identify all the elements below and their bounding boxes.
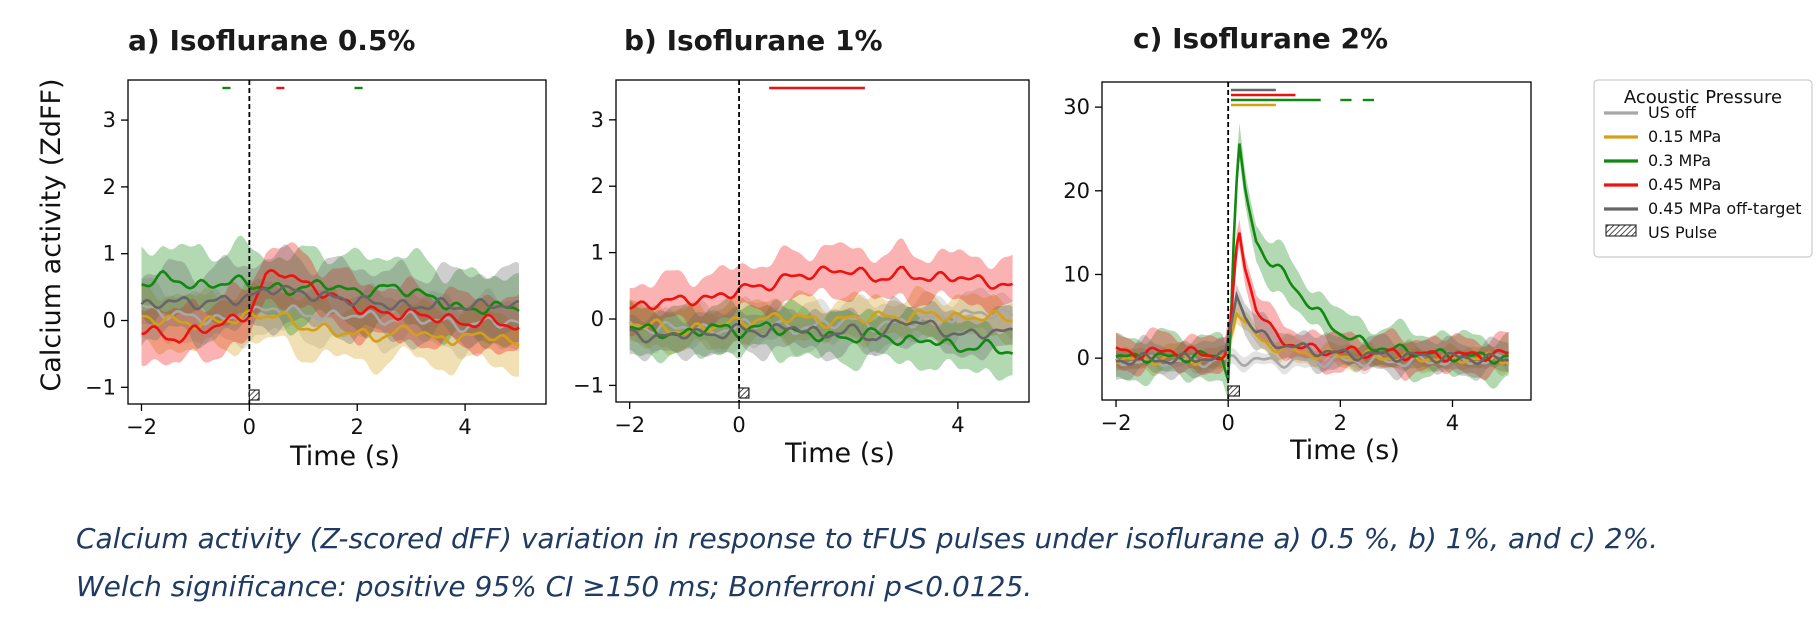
y-tick-label: 0 bbox=[103, 308, 116, 332]
us-pulse-marker bbox=[739, 388, 749, 398]
panel-b-plot: −2 0 4 −1 0 1 2 3 bbox=[573, 80, 1029, 437]
x-tick-label: 0 bbox=[243, 415, 256, 439]
legend-label-0-15-mpa: 0.15 MPa bbox=[1648, 127, 1721, 146]
us-pulse-marker bbox=[1228, 386, 1239, 396]
caption-line-1: Calcium activity (Z-scored dFF) variatio… bbox=[76, 522, 1658, 555]
us-pulse-marker bbox=[249, 390, 259, 400]
panel-b-xlabel: Time (s) bbox=[784, 438, 895, 469]
panel-c-xlabel: Time (s) bbox=[1289, 435, 1400, 466]
y-tick-label: 2 bbox=[103, 175, 116, 199]
x-tick-label: 0 bbox=[1221, 411, 1234, 435]
y-tick-label: 3 bbox=[103, 108, 116, 132]
x-tick-label: 2 bbox=[351, 415, 364, 439]
x-tick-label: −2 bbox=[126, 415, 157, 439]
panel-c: c) Isoflurane 2% Time (s) −2 0 2 4 0 10 20 30 bbox=[1063, 22, 1531, 466]
panel-a-ylabel: Calcium activity (ZdFF) bbox=[36, 78, 67, 391]
x-tick-label: 4 bbox=[458, 415, 471, 439]
caption-line-2: Welch significance: positive 95% CI ≥150… bbox=[76, 570, 1032, 603]
panel-a-title: a) Isoflurane 0.5% bbox=[128, 24, 415, 57]
x-tick-label: −2 bbox=[614, 413, 645, 437]
legend-label-0-3-mpa: 0.3 MPa bbox=[1648, 151, 1711, 170]
panel-b-title: b) Isoflurane 1% bbox=[624, 24, 883, 57]
y-tick-label: 0 bbox=[1077, 346, 1090, 370]
y-tick-label: 2 bbox=[591, 174, 604, 198]
y-tick-label: 30 bbox=[1063, 95, 1090, 119]
y-tick-label: 3 bbox=[591, 108, 604, 132]
y-tick-label: 10 bbox=[1063, 262, 1090, 286]
panel-c-title: c) Isoflurane 2% bbox=[1133, 22, 1388, 55]
legend-label-us-pulse: US Pulse bbox=[1648, 223, 1717, 242]
x-tick-label: 0 bbox=[732, 413, 745, 437]
y-tick-label: −1 bbox=[85, 375, 116, 399]
panel-a: a) Isoflurane 0.5% Calcium activity (ZdF… bbox=[36, 24, 546, 472]
y-tick-label: 1 bbox=[103, 242, 116, 266]
legend-swatch-us-pulse bbox=[1606, 225, 1636, 236]
legend-label-us-off: US off bbox=[1648, 103, 1697, 122]
panel-a-plot: −2 0 2 4 −1 0 1 2 3 bbox=[85, 80, 546, 439]
y-tick-label: −1 bbox=[573, 373, 604, 397]
x-tick-label: 4 bbox=[951, 413, 964, 437]
panel-c-plot: −2 0 2 4 0 10 20 30 bbox=[1063, 82, 1531, 435]
legend-label-0-45-mpa: 0.45 MPa bbox=[1648, 175, 1721, 194]
legend-label-0-45-mpa-off-target: 0.45 MPa off-target bbox=[1648, 199, 1802, 218]
x-tick-label: −2 bbox=[1101, 411, 1132, 435]
y-tick-label: 1 bbox=[591, 241, 604, 265]
x-tick-label: 4 bbox=[1446, 411, 1459, 435]
panel-b: b) Isoflurane 1% Time (s) −2 0 4 −1 0 1 2 3 bbox=[573, 24, 1029, 469]
panel-a-xlabel: Time (s) bbox=[289, 441, 400, 472]
y-tick-label: 20 bbox=[1063, 179, 1090, 203]
x-tick-label: 2 bbox=[1334, 411, 1347, 435]
y-tick-label: 0 bbox=[591, 307, 604, 331]
